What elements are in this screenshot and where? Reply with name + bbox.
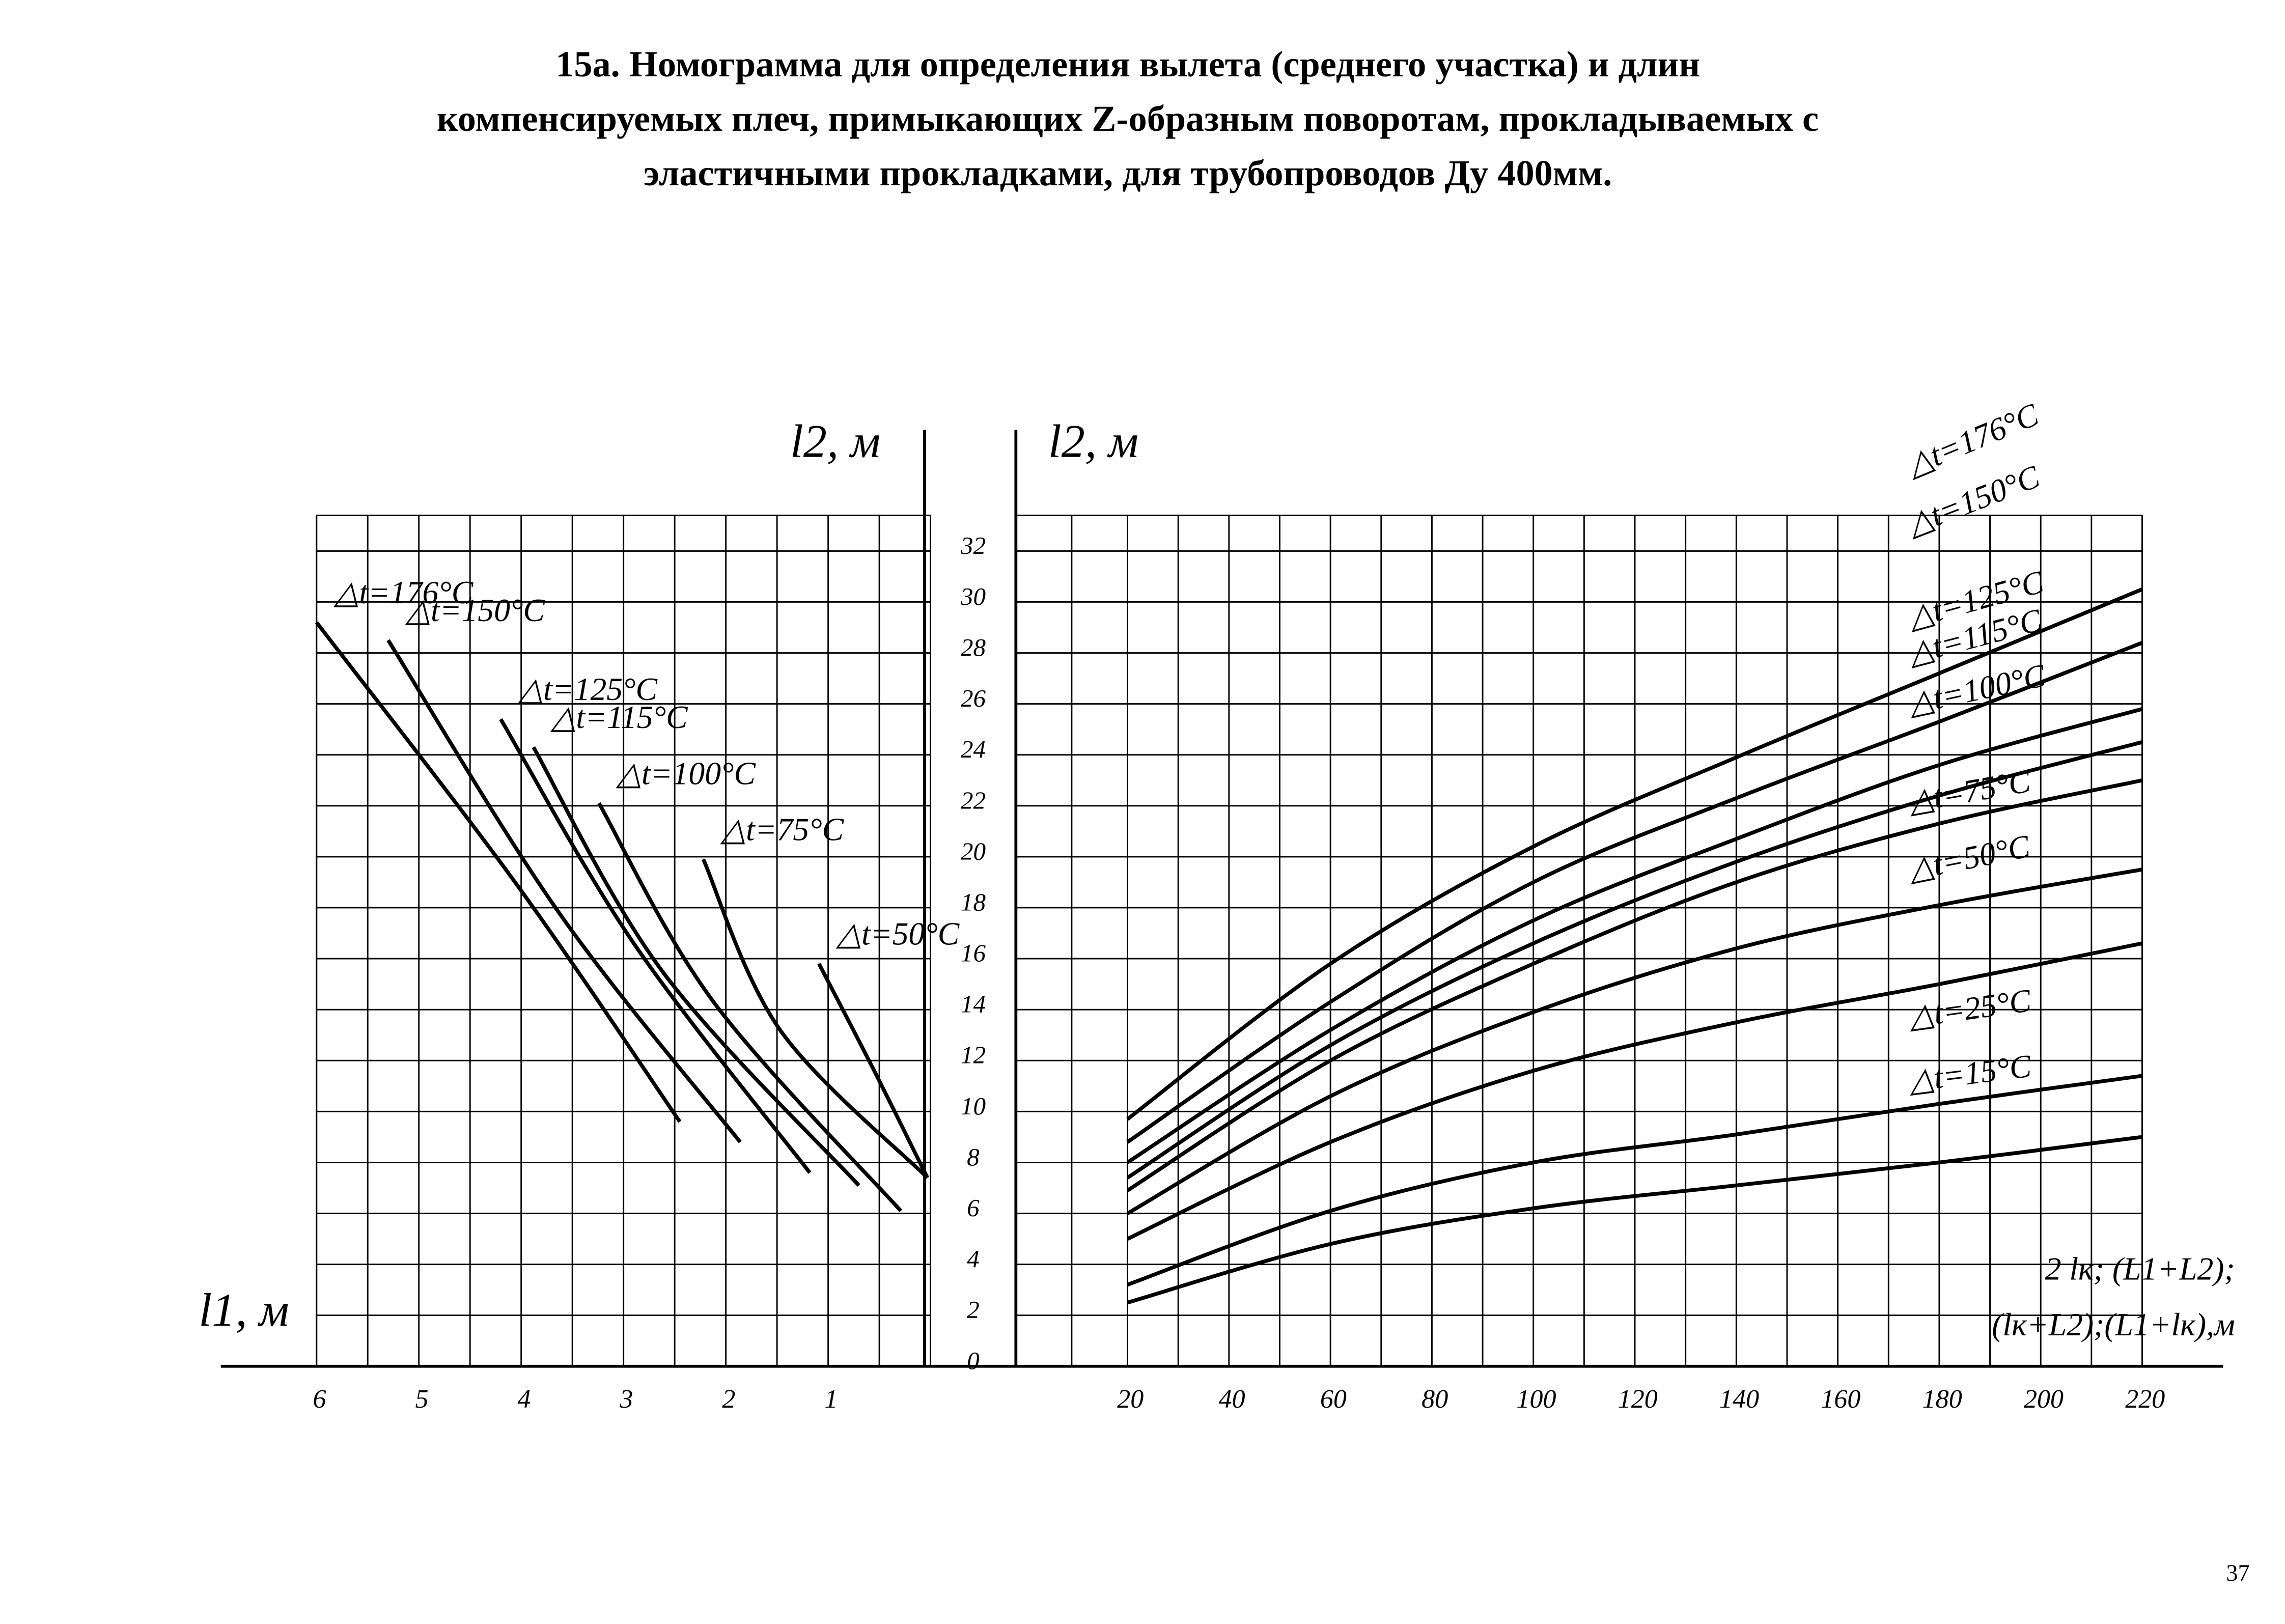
y-tick-label: 32 (960, 531, 986, 559)
y-tick-label: 24 (961, 735, 986, 763)
y-axis-label: l2, м (790, 416, 880, 468)
curve (1126, 587, 2143, 1121)
curve (701, 858, 929, 1180)
title-line: эластичными прокладками, для трубопровод… (644, 153, 1612, 193)
curve (1126, 740, 2143, 1180)
x-tick-label: 40 (1219, 1385, 1245, 1414)
y-tick-label: 16 (961, 939, 986, 967)
x-axis-label: 2 lк; (L1+L2); (2045, 1250, 2235, 1286)
x-tick-label: 120 (1618, 1385, 1658, 1414)
series-label: △t=50°C (835, 916, 960, 952)
curve (1126, 941, 2143, 1241)
x-tick-label: 6 (313, 1385, 326, 1414)
y-tick-label: 2 (967, 1296, 980, 1324)
x-tick-label: 3 (619, 1385, 633, 1414)
x-tick-label: 60 (1320, 1385, 1347, 1414)
x-tick-label: 100 (1516, 1385, 1556, 1414)
curve (386, 639, 742, 1143)
series-label: △t=150°C (405, 592, 545, 628)
y-tick-label: 4 (967, 1245, 980, 1273)
curve (1127, 1074, 2143, 1287)
curve (1127, 1135, 2142, 1305)
y-tick-label: 14 (961, 990, 986, 1018)
y-tick-label: 12 (961, 1041, 986, 1069)
series-label: △t=115°C (550, 699, 688, 735)
series-label: △t=125°C (517, 671, 658, 707)
x-tick-label: 1 (824, 1385, 838, 1414)
curve (1126, 867, 2143, 1215)
x-tick-label: 220 (2125, 1385, 2165, 1414)
y-tick-label: 22 (961, 786, 986, 814)
x-tick-label: 180 (1922, 1385, 1962, 1414)
x-tick-label: 140 (1719, 1385, 1759, 1414)
y-tick-label: 20 (961, 837, 986, 865)
curve (1126, 778, 2143, 1192)
curve (1126, 641, 2143, 1144)
curve (499, 718, 812, 1174)
y-tick-label: 30 (960, 582, 986, 610)
curve (1126, 707, 2143, 1164)
y-tick-label: 26 (961, 684, 986, 712)
x-tick-label: 80 (1422, 1385, 1448, 1414)
series-label: △t=176°C (333, 574, 473, 610)
curve (817, 963, 929, 1179)
y-tick-label: 18 (961, 888, 986, 916)
y-tick-label: 28 (961, 633, 986, 661)
x-tick-label: 2 (722, 1385, 735, 1414)
series-label: △t=100°C (616, 755, 756, 791)
page-number: 37 (2226, 1560, 2249, 1586)
curve (315, 621, 682, 1123)
curve (597, 802, 903, 1212)
x-tick-label: 200 (2024, 1385, 2064, 1414)
x-tick-label: 20 (1117, 1385, 1144, 1414)
y-tick-label: 10 (961, 1092, 986, 1120)
curve (532, 746, 860, 1187)
x-axis-label: (lк+L2);(L1+lк),м (1992, 1306, 2235, 1342)
y-tick-label: 6 (967, 1194, 980, 1222)
x-tick-label: 160 (1821, 1385, 1860, 1414)
x-tick-label: 4 (517, 1385, 531, 1414)
x-tick-label: 5 (415, 1385, 428, 1414)
y-tick-label: 8 (967, 1143, 980, 1171)
series-label: △t=75°C (720, 811, 845, 847)
x-axis-label: l1, м (199, 1284, 289, 1336)
title-line: компенсируемых плеч, примыкающих Z-образ… (437, 98, 1819, 139)
y-tick-label: 0 (967, 1347, 980, 1375)
y-axis-label: l2, м (1048, 416, 1138, 468)
title-line: 15а. Номограмма для определения вылета (… (555, 44, 1700, 85)
